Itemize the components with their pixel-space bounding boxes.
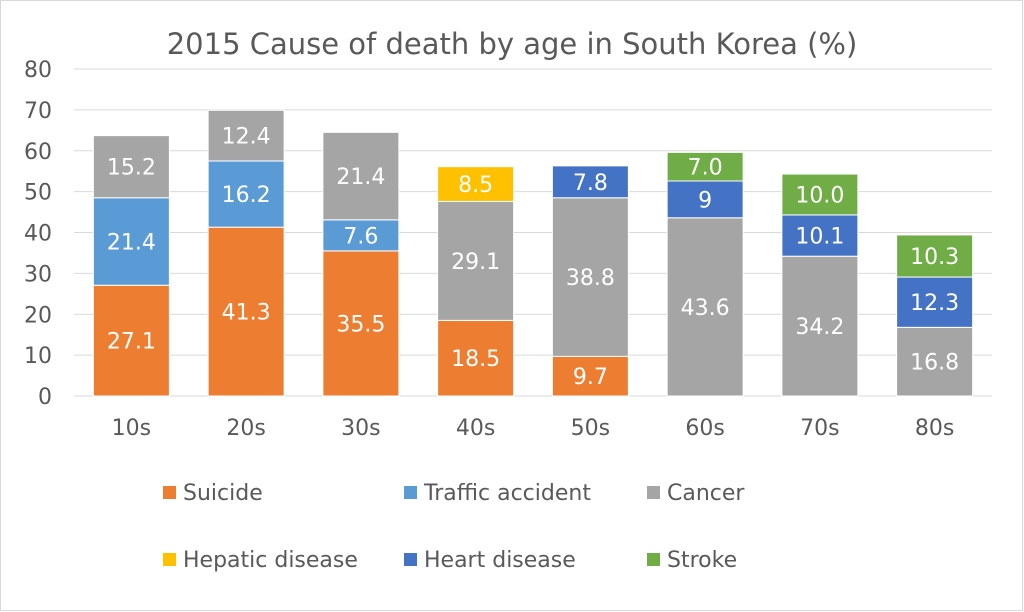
data-label: 7.6 — [343, 224, 378, 249]
bar-segment — [666, 151, 744, 182]
legend-swatch — [404, 553, 417, 566]
data-label: 7.8 — [573, 171, 608, 196]
bar-segment — [92, 135, 170, 199]
x-tick-label: 50s — [571, 416, 610, 441]
legend-label: Suicide — [183, 481, 263, 506]
x-axis-ticks: 10s 20s 30s 40s 50s 60s 70s 80s — [112, 416, 955, 441]
data-label: 10.3 — [910, 245, 959, 270]
bar-segment — [551, 355, 629, 397]
data-label: 8.5 — [458, 173, 493, 198]
data-label: 21.4 — [336, 165, 385, 190]
bar-segment — [896, 326, 974, 397]
data-label: 7.0 — [688, 156, 723, 181]
legend-swatch — [647, 553, 660, 566]
y-tick-label: 30 — [24, 262, 52, 287]
legend: Suicide Traffic accident Cancer Hepatic dis… — [163, 481, 745, 573]
data-label: 9.7 — [573, 365, 608, 390]
data-label: 27.1 — [107, 330, 156, 355]
data-label: 21.4 — [107, 230, 156, 255]
bar-segment — [666, 217, 744, 397]
bar-segment — [437, 200, 515, 321]
legend-label: Cancer — [667, 481, 745, 506]
x-tick-label: 70s — [800, 416, 839, 441]
bar-segment — [781, 173, 859, 216]
y-tick-label: 80 — [24, 58, 52, 83]
x-tick-label: 80s — [915, 416, 954, 441]
data-label: 35.5 — [336, 312, 385, 337]
bar-segment — [896, 276, 974, 328]
y-tick-label: 60 — [24, 140, 52, 165]
bar-segment — [322, 219, 400, 252]
data-label: 12.3 — [910, 291, 959, 316]
y-tick-label: 50 — [24, 181, 52, 206]
x-tick-label: 10s — [112, 416, 151, 441]
y-tick-label: 40 — [24, 222, 52, 247]
legend-label: Heart disease — [424, 548, 576, 573]
legend-label: Stroke — [667, 548, 737, 573]
data-label: 29.1 — [451, 250, 500, 275]
legend-swatch — [163, 486, 176, 499]
bar-segment — [551, 165, 629, 199]
bars: 27.1 21.4 15.2 41.3 16.2 12.4 35.5 7.6 21.4 18.5 2… — [92, 109, 974, 397]
data-label: 9 — [698, 188, 712, 213]
bar-segment — [207, 226, 285, 397]
data-label: 16.8 — [910, 351, 959, 376]
data-label: 16.2 — [222, 183, 271, 208]
bar-segment — [896, 234, 974, 278]
data-label: 10.1 — [795, 225, 844, 250]
legend-label: Traffic accident — [423, 481, 591, 506]
legend-swatch — [163, 553, 176, 566]
data-label: 10.0 — [795, 183, 844, 208]
y-tick-label: 10 — [24, 344, 52, 369]
x-tick-label: 60s — [685, 416, 724, 441]
data-label: 18.5 — [451, 347, 500, 372]
bar-segment — [322, 250, 400, 397]
data-label: 34.2 — [795, 315, 844, 340]
y-axis-ticks: 0 10 20 30 40 50 60 70 80 — [24, 58, 52, 410]
legend-label: Hepatic disease — [183, 548, 358, 573]
bar-segment — [207, 160, 285, 228]
y-tick-label: 20 — [24, 303, 52, 328]
data-label: 38.8 — [566, 266, 615, 291]
chart-title: 2015 Cause of death by age in South Kore… — [167, 27, 858, 61]
data-label: 12.4 — [222, 125, 271, 150]
y-tick-label: 0 — [38, 385, 52, 410]
y-tick-label: 70 — [24, 99, 52, 124]
data-label: 41.3 — [222, 301, 271, 326]
bar-segment — [551, 197, 629, 357]
x-tick-label: 30s — [341, 416, 380, 441]
legend-swatch — [404, 486, 417, 499]
data-label: 15.2 — [107, 156, 156, 181]
legend-swatch — [647, 486, 660, 499]
x-tick-label: 40s — [456, 416, 495, 441]
data-label: 43.6 — [681, 296, 730, 321]
bar-segment — [437, 319, 515, 397]
bar-segment — [92, 284, 170, 397]
bar-segment — [781, 214, 859, 257]
bar-segment — [322, 131, 400, 221]
bar-segment — [437, 166, 515, 202]
bar-segment — [207, 109, 285, 162]
x-tick-label: 20s — [226, 416, 265, 441]
bar-segment — [666, 180, 744, 219]
